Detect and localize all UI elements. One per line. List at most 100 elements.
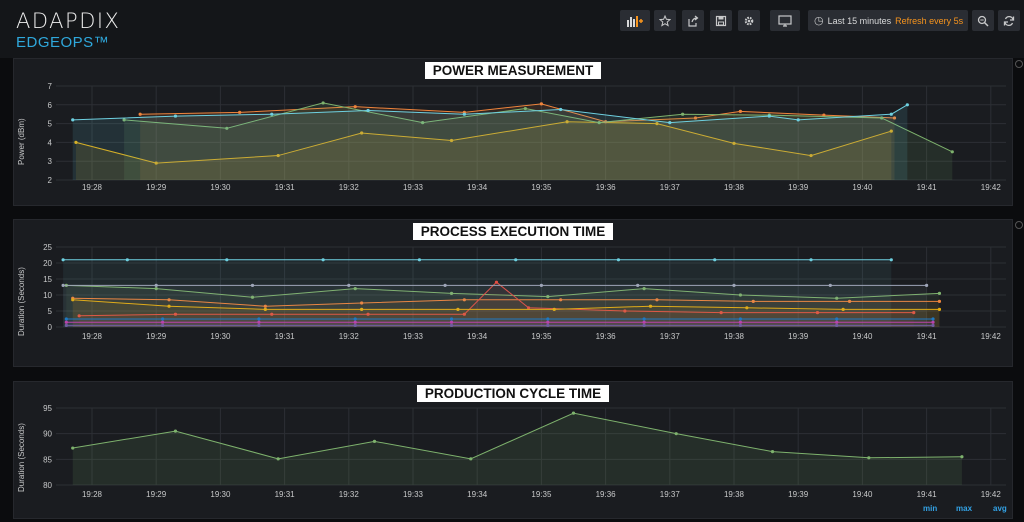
- data-point: [173, 114, 178, 118]
- data-point: [960, 455, 964, 459]
- data-point: [71, 118, 75, 122]
- x-tick-label: 19:36: [596, 332, 617, 341]
- y-tick-label: 85: [43, 455, 52, 464]
- view-mode-button[interactable]: [770, 10, 800, 31]
- x-tick-label: 19:37: [660, 332, 681, 341]
- data-point: [738, 317, 743, 321]
- x-tick-label: 19:40: [852, 183, 873, 192]
- legend-min[interactable]: min: [923, 504, 938, 513]
- y-tick-label: 25: [43, 243, 52, 252]
- series-area: [72, 104, 908, 180]
- x-tick-label: 19:40: [852, 332, 873, 341]
- data-point: [539, 102, 544, 106]
- x-tick-label: 19:41: [917, 490, 938, 499]
- y-tick-label: 0: [48, 323, 53, 332]
- data-point: [514, 258, 518, 262]
- series-area: [124, 102, 953, 180]
- top-navbar: ADAPDIX EDGEOPS™: [0, 0, 1024, 58]
- data-point: [360, 301, 364, 305]
- data-point: [770, 450, 775, 454]
- x-tick-label: 19:38: [724, 332, 745, 341]
- save-button[interactable]: [710, 10, 732, 31]
- refresh-button[interactable]: [998, 10, 1020, 31]
- share-icon: [688, 15, 699, 27]
- data-point: [815, 311, 820, 315]
- panel-title: PRODUCTION CYCLE TIME: [14, 385, 1012, 403]
- legend-avg[interactable]: avg: [993, 504, 1007, 513]
- series-area: [79, 282, 914, 327]
- y-tick-label: 2: [48, 176, 53, 185]
- share-button[interactable]: [682, 10, 704, 31]
- panel-title-text: POWER MEASUREMENT: [424, 62, 602, 79]
- data-point: [732, 283, 736, 287]
- data-point: [353, 317, 357, 321]
- chart-power-measurement[interactable]: 2 3 4 5 6 7 19:28 19:29 19:30 19:31 19:32 19:33 19:3…: [14, 59, 1012, 205]
- x-tick-label: 19:31: [275, 183, 296, 192]
- data-point: [250, 295, 255, 299]
- x-tick-label: 19:29: [146, 332, 167, 341]
- data-point: [809, 258, 813, 262]
- data-point: [822, 113, 826, 117]
- data-point: [767, 114, 771, 118]
- refresh-interval-label: Refresh every 5s: [895, 15, 964, 26]
- data-point: [61, 283, 65, 287]
- series-area: [66, 285, 940, 327]
- star-icon: [659, 14, 671, 27]
- add-panel-button[interactable]: [620, 10, 650, 31]
- data-point: [835, 317, 839, 321]
- time-range-picker[interactable]: ◷ Last 15 minutes Refresh every 5s: [808, 10, 968, 31]
- data-point: [597, 121, 601, 125]
- star-button[interactable]: [654, 10, 676, 31]
- x-tick-label: 19:39: [788, 183, 809, 192]
- x-tick-label: 19:36: [596, 490, 617, 499]
- series-area: [72, 299, 940, 327]
- y-tick-label: 15: [43, 275, 52, 284]
- x-tick-label: 19:35: [531, 332, 552, 341]
- data-point: [546, 320, 550, 324]
- data-point: [655, 298, 659, 302]
- gear-icon: [744, 16, 754, 25]
- data-point: [417, 258, 422, 262]
- x-tick-label: 19:35: [531, 183, 552, 192]
- panel-title: POWER MEASUREMENT: [14, 62, 1012, 80]
- data-point: [539, 283, 544, 287]
- legend-max[interactable]: max: [956, 504, 973, 513]
- data-point: [154, 287, 158, 291]
- panel-resize-handle[interactable]: [1015, 60, 1023, 68]
- panel-resize-handle[interactable]: [1015, 221, 1023, 229]
- data-point: [745, 306, 749, 310]
- data-point: [276, 457, 280, 461]
- data-point: [372, 439, 377, 443]
- data-point: [847, 299, 852, 303]
- settings-button[interactable]: [738, 10, 760, 31]
- y-tick-label: 20: [43, 259, 52, 268]
- x-tick-label: 19:29: [146, 183, 167, 192]
- data-point: [257, 320, 261, 324]
- x-tick-label: 19:30: [210, 183, 231, 192]
- zoom-out-button[interactable]: [972, 10, 994, 31]
- series-line: [72, 412, 962, 460]
- data-point: [623, 309, 627, 313]
- x-tick-label: 19:32: [339, 183, 360, 192]
- data-point: [559, 298, 563, 302]
- x-tick-label: 19:28: [82, 183, 103, 192]
- data-point: [937, 307, 942, 311]
- data-point: [421, 121, 425, 125]
- chart-process-execution-time[interactable]: 0 5 10 15 20 25 19:28 19:29 19:30 19:31 19:32 19:33…: [14, 220, 1012, 366]
- data-point: [642, 320, 646, 324]
- x-tick-label: 19:34: [467, 183, 488, 192]
- series-line: [72, 299, 940, 310]
- data-point: [161, 323, 165, 327]
- x-tick-label: 19:34: [467, 332, 488, 341]
- brand-logo[interactable]: ADAPDIX EDGEOPS™: [16, 10, 120, 52]
- x-tick-label: 19:42: [981, 183, 1002, 192]
- chart-production-cycle-time[interactable]: 80 85 90 95 19:28 19:29 19:30 19:31 19:32 19:33 19…: [14, 382, 1012, 518]
- series-line: [75, 121, 892, 164]
- data-point: [796, 118, 800, 122]
- data-point: [449, 320, 454, 324]
- x-tick-label: 19:35: [531, 490, 552, 499]
- data-point: [263, 304, 267, 308]
- y-tick-label: 10: [43, 291, 52, 300]
- series-area: [75, 121, 892, 180]
- data-point: [353, 105, 357, 109]
